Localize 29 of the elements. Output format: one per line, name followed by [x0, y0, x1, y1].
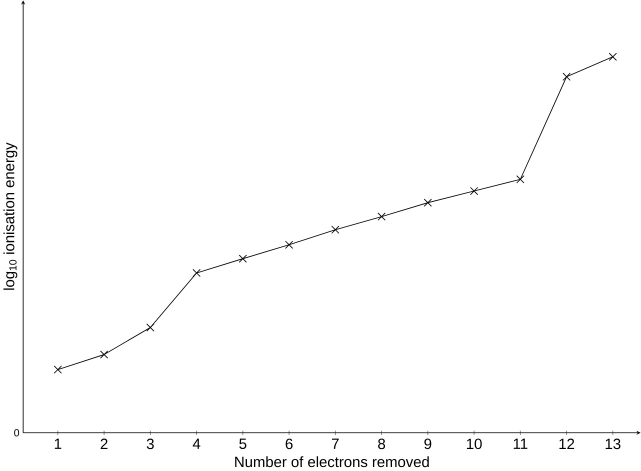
point: [331, 226, 340, 234]
text: 0: [14, 429, 20, 437]
point: [238, 254, 247, 263]
point: [192, 269, 201, 278]
x-tick-label: 11: [514, 438, 528, 450]
x-tick-label: 13: [606, 438, 620, 450]
x-tick-label: 6: [286, 438, 293, 450]
point: [378, 212, 386, 221]
point: [100, 350, 108, 359]
x-tick-label: 5: [239, 438, 246, 450]
x-tick-label: 2: [100, 438, 108, 450]
point: [470, 187, 478, 196]
x-tick-label: 3: [146, 438, 154, 450]
x-tick-label: 1: [54, 438, 62, 450]
point: [608, 52, 617, 62]
point: [516, 176, 524, 184]
point: [54, 366, 62, 374]
point: [562, 72, 571, 81]
x-tick-label: 12: [559, 438, 574, 450]
y-axis-title: log$_{10}$ ionisation energy: [3, 142, 18, 290]
x-axis-title: Number of electrons removed: [235, 456, 429, 468]
point: [285, 240, 294, 250]
point: [424, 198, 432, 207]
x-tick-label: 8: [378, 438, 386, 450]
x-tick-label: 9: [424, 438, 432, 450]
x-tick-label: 10: [466, 438, 482, 450]
point: [146, 324, 154, 332]
x-tick-label: 4: [192, 438, 200, 450]
x-tick-label: 7: [332, 438, 339, 450]
